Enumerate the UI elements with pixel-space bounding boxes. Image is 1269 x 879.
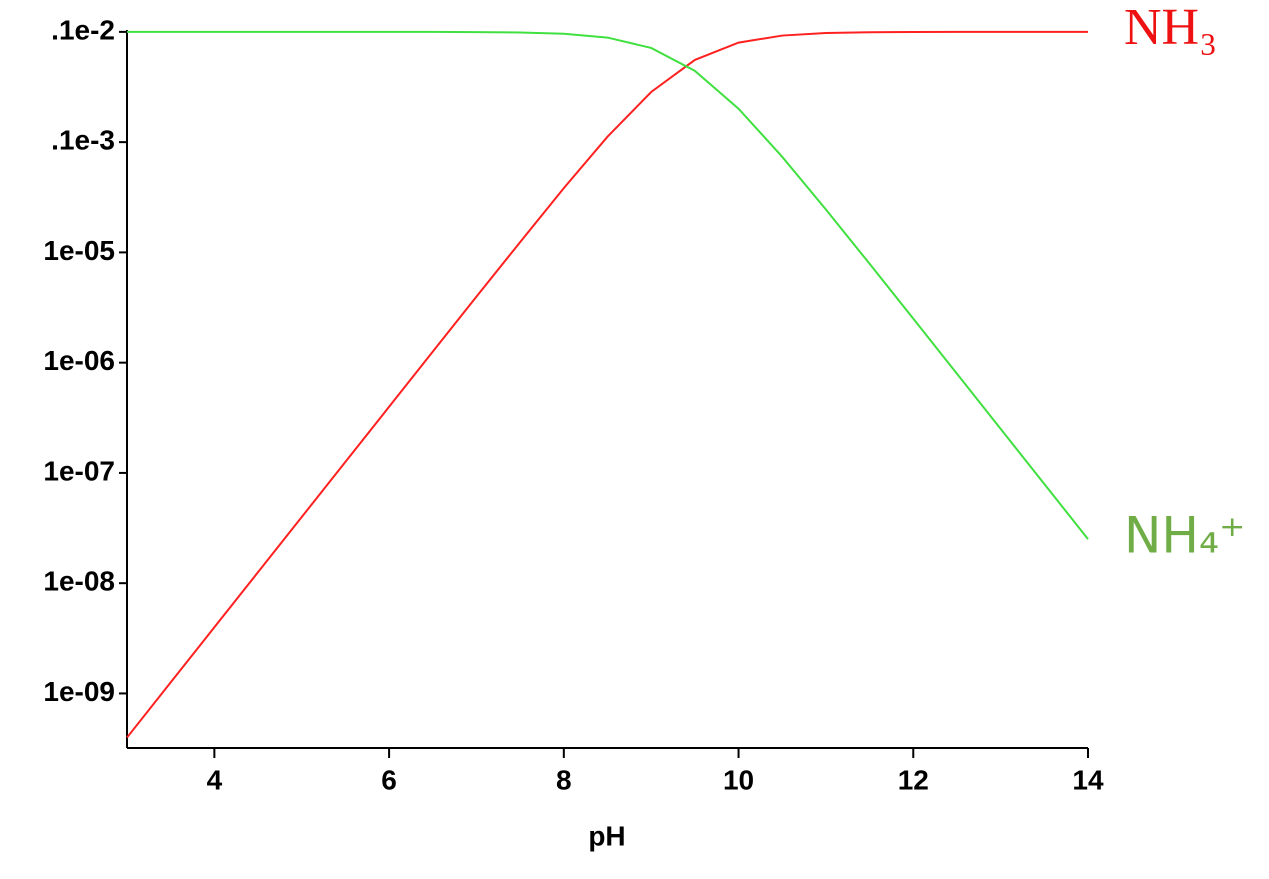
y-tick-label: 1e-09 bbox=[43, 676, 115, 707]
x-axis-label: pH bbox=[588, 820, 625, 851]
y-tick-label: 1e-05 bbox=[43, 235, 115, 266]
y-tick-label: 1e-08 bbox=[43, 566, 115, 597]
y-tick-label: .1e-2 bbox=[51, 14, 115, 45]
x-tick-label: 6 bbox=[381, 764, 397, 795]
x-tick-label: 4 bbox=[207, 764, 223, 795]
legend-label: NH₄⁺ bbox=[1124, 507, 1245, 565]
y-tick-label: .1e-3 bbox=[51, 125, 115, 156]
line bbox=[126, 30, 1088, 739]
legend-label: NH₃ bbox=[1124, 0, 1217, 56]
x-tick-label: 8 bbox=[556, 764, 572, 795]
y-tick-label: 1e-06 bbox=[43, 345, 115, 376]
x-tick-label: 14 bbox=[1072, 764, 1104, 795]
x-tick-label: 10 bbox=[723, 764, 754, 795]
y-tick-label: 1e-07 bbox=[43, 455, 115, 486]
x-tick-label: 12 bbox=[898, 764, 929, 795]
line bbox=[127, 30, 1089, 540]
